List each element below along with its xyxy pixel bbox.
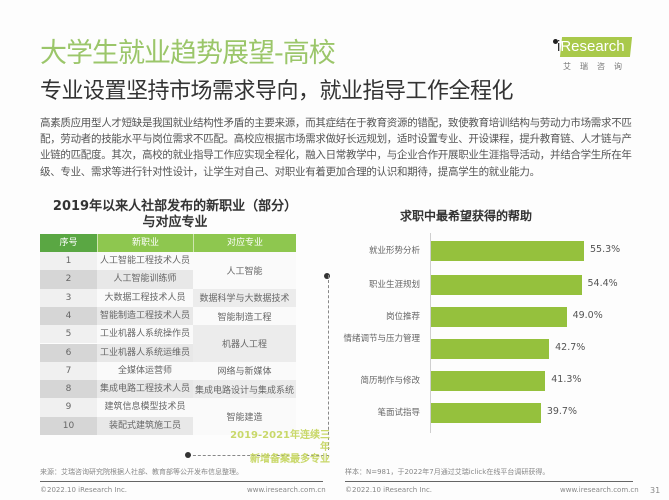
bar bbox=[431, 403, 541, 423]
table-row: 10 装配式建筑施工员 bbox=[40, 416, 193, 435]
cell-major: 智能建造 bbox=[193, 398, 296, 435]
header-no: 序号 bbox=[40, 234, 97, 252]
bar-row: 简历制作与修改 41.3% bbox=[340, 370, 669, 392]
cell-new-job: 装配式建筑施工员 bbox=[97, 416, 193, 435]
bar-category-label: 简历制作与修改 bbox=[360, 376, 420, 386]
cell-major: 网络与新媒体 bbox=[193, 361, 296, 381]
footer-url-left[interactable]: www.iresearch.com.cn bbox=[247, 486, 326, 494]
cell-major: 智能制造工程 bbox=[193, 306, 296, 326]
cell-no: 10 bbox=[40, 416, 97, 435]
footer-source-right: 样本：N=981，于2022年7月通过艾瑞iclick在线平台调研获得。 bbox=[345, 468, 550, 476]
cell-new-job: 智能制造工程技术人员 bbox=[97, 306, 193, 326]
cell-new-job: 大数据工程技术人员 bbox=[97, 288, 193, 307]
page-number: 31 bbox=[650, 486, 661, 495]
cell-no: 5 bbox=[40, 325, 97, 344]
bracket-end-dot bbox=[185, 452, 191, 458]
new-jobs-table: 序号 新职业 对应专业 1 人工智能工程技术人员 2 人工智能训练师 3 大数据工程技术人… bbox=[40, 234, 296, 435]
bar-category-label: 情绪调节与压力管理 bbox=[343, 334, 420, 344]
page-subtitle: 专业设置坚持市场需求导向，就业指导工作全程化 bbox=[40, 79, 514, 104]
bar-value-label: 55.3% bbox=[590, 244, 621, 255]
table-row: 1 人工智能工程技术人员 bbox=[40, 252, 193, 271]
table-body: 1 人工智能工程技术人员 2 人工智能训练师 3 大数据工程技术人员 4 智能制造工程技术人员… bbox=[40, 252, 296, 435]
table-row: 7 全媒体运营师 bbox=[40, 361, 193, 381]
footer-divider-right bbox=[345, 481, 633, 482]
bar bbox=[431, 371, 546, 391]
table-row: 6 工业机器人系统运维员 bbox=[40, 343, 193, 362]
body-paragraph: 高素质应用型人才短缺是我国就业结构性矛盾的主要来源，而其症结在于教育资源的错配，… bbox=[40, 117, 632, 178]
cell-no: 8 bbox=[40, 380, 97, 399]
footer-url-right[interactable]: www.iresearch.com.cn bbox=[560, 486, 639, 494]
chart-title: 求职中最希望获得的帮助 bbox=[400, 209, 533, 223]
iresearch-logo: iResearch 艾瑞咨询 bbox=[553, 37, 633, 75]
cell-major: 数据科学与大数据技术 bbox=[193, 288, 296, 307]
bar bbox=[431, 275, 582, 295]
cell-no: 6 bbox=[40, 343, 97, 362]
table-header-row: 序号 新职业 对应专业 bbox=[40, 234, 296, 252]
cell-major: 人工智能 bbox=[193, 252, 296, 289]
logo-chinese-name: 艾瑞咨询 bbox=[563, 62, 631, 71]
footer-divider-left bbox=[40, 481, 323, 482]
bar-row: 岗位推荐 49.0% bbox=[340, 306, 669, 328]
cell-new-job: 工业机器人系统操作员 bbox=[97, 325, 193, 344]
bracket-start-dot bbox=[324, 273, 330, 279]
bracket-line bbox=[328, 275, 330, 450]
cell-new-job: 建筑信息模型技术员 bbox=[97, 398, 193, 417]
bar-row: 就业形势分析 55.3% bbox=[340, 240, 669, 262]
bar bbox=[431, 307, 567, 327]
cell-new-job: 人工智能训练师 bbox=[97, 270, 193, 289]
bar-category-label: 就业形势分析 bbox=[368, 246, 420, 256]
cell-no: 2 bbox=[40, 270, 97, 289]
header-major: 对应专业 bbox=[193, 234, 296, 252]
highlight-note: 2019-2021年连续三年 新增备案最多专业 bbox=[230, 430, 330, 465]
bar-row: 情绪调节与压力管理 42.7% bbox=[340, 334, 669, 360]
table-row: 9 建筑信息模型技术员 bbox=[40, 398, 193, 417]
cell-no: 1 bbox=[40, 252, 97, 271]
bar-row: 笔面试指导 39.7% bbox=[340, 402, 669, 424]
cell-new-job: 人工智能工程技术人员 bbox=[97, 252, 193, 271]
footer-copyright-right: ©2022.10 iResearch Inc. bbox=[345, 486, 433, 494]
table-row: 4 智能制造工程技术人员 bbox=[40, 306, 193, 326]
cell-new-job: 集成电路工程技术人员 bbox=[97, 380, 193, 399]
bar-row: 职业生涯规划 54.4% bbox=[340, 274, 669, 296]
table-row: 5 工业机器人系统操作员 bbox=[40, 325, 193, 344]
page-title: 大学生就业趋势展望-高校 bbox=[40, 38, 336, 69]
cell-no: 7 bbox=[40, 361, 97, 381]
bar-value-label: 54.4% bbox=[587, 278, 618, 289]
header-new-job: 新职业 bbox=[97, 234, 193, 252]
cell-major: 集成电路设计与集成系统 bbox=[193, 380, 296, 399]
bracket-bottom-line bbox=[188, 455, 329, 456]
bar-value-label: 41.3% bbox=[551, 374, 582, 385]
bar-category-label: 职业生涯规划 bbox=[368, 280, 420, 290]
table-row: 2 人工智能训练师 bbox=[40, 270, 193, 289]
table-row: 8 集成电路工程技术人员 bbox=[40, 380, 193, 399]
logo-wordmark: iResearch bbox=[557, 38, 625, 55]
table-title: 2019年以来人社部发布的新职业（部分） 与对应专业 bbox=[52, 199, 298, 230]
cell-new-job: 工业机器人系统运维员 bbox=[97, 343, 193, 362]
cell-no: 3 bbox=[40, 288, 97, 307]
bar bbox=[431, 241, 584, 261]
chart-axis bbox=[430, 233, 431, 433]
footer-copyright-left: ©2022.10 iResearch Inc. bbox=[40, 486, 128, 494]
bar-value-label: 42.7% bbox=[555, 342, 586, 353]
bar-category-label: 笔面试指导 bbox=[377, 408, 420, 418]
cell-major: 机器人工程 bbox=[193, 325, 296, 362]
cell-new-job: 全媒体运营师 bbox=[97, 361, 193, 381]
bar-category-label: 岗位推荐 bbox=[385, 312, 420, 322]
cell-no: 4 bbox=[40, 306, 97, 326]
footer-source-left: 来源：艾瑞咨询研究院根据人社部、教育部等公开发布信息整理。 bbox=[40, 468, 243, 476]
bar bbox=[431, 339, 550, 359]
bar-value-label: 39.7% bbox=[546, 406, 578, 417]
table-row: 3 大数据工程技术人员 bbox=[40, 288, 193, 307]
logo-dot-icon bbox=[553, 39, 558, 44]
cell-no: 9 bbox=[40, 398, 97, 417]
bar-value-label: 49.0% bbox=[572, 310, 603, 321]
